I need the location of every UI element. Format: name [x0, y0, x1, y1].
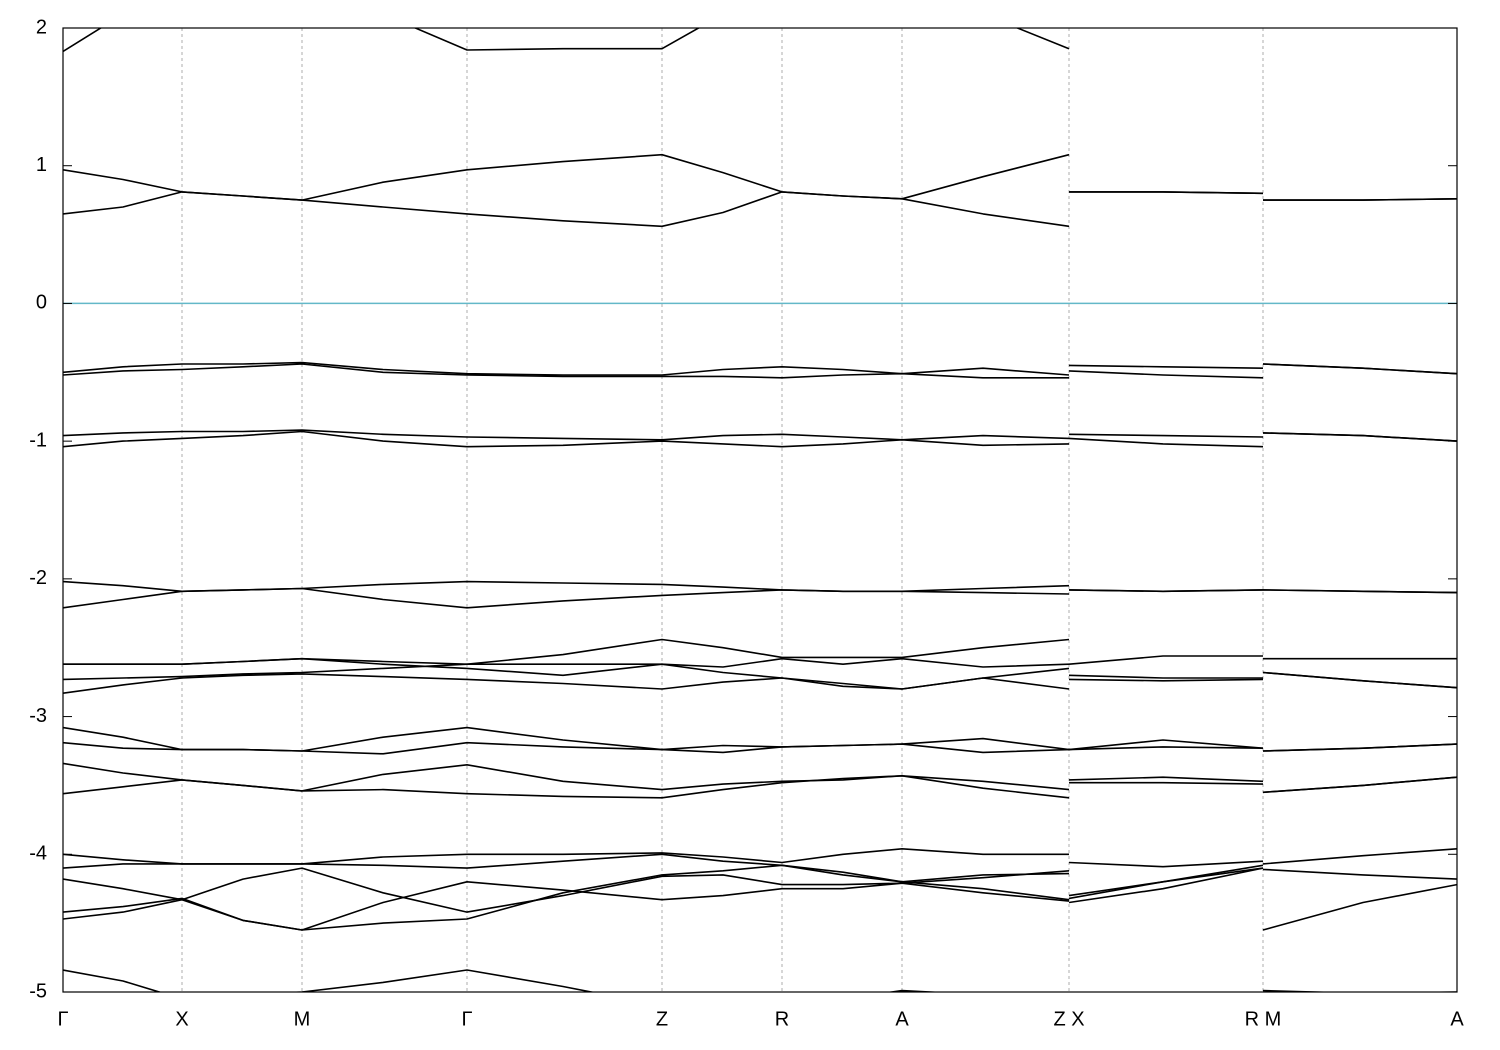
x-tick-label: R M [1245, 1008, 1282, 1030]
band-line [63, 657, 1457, 689]
band-line [63, 867, 1264, 931]
y-tick-label: -2 [29, 567, 47, 589]
band-line [63, 430, 1457, 448]
band-line [63, 775, 1457, 799]
x-tick-label: Z X [1053, 1008, 1084, 1030]
x-tick-label: Γ [57, 1008, 68, 1030]
band-line [63, 587, 1457, 609]
band-line [63, 741, 1457, 755]
x-tick-label: Z [656, 1008, 668, 1030]
band-line [63, 657, 1070, 690]
band-line [63, 864, 1457, 931]
band-line [63, 969, 1457, 992]
band-line [63, 28, 1070, 53]
band-line [63, 363, 1457, 379]
y-tick-label: -4 [29, 843, 47, 865]
band-line [63, 864, 1070, 931]
y-tick-label: -5 [29, 980, 47, 1002]
x-tick-label: M [294, 1008, 311, 1030]
plot-frame [62, 27, 1458, 993]
band-line [63, 667, 1457, 694]
band-line [63, 361, 1457, 376]
y-tick-label: 0 [36, 292, 47, 314]
x-tick-label: Γ [461, 1008, 472, 1030]
y-tick-label: -3 [29, 705, 47, 727]
x-tick-label: A [1450, 1008, 1464, 1030]
band-line [63, 429, 1457, 442]
grid [62, 28, 1458, 992]
x-tick-label: A [895, 1008, 909, 1030]
axes: 2 1 0 -1 -2 -3 -4 -5 Γ X M Γ Z R A Z X R M A [29, 16, 1464, 1030]
plot-area [63, 28, 1457, 992]
y-tick-label: -1 [29, 429, 47, 451]
band-line [63, 191, 1457, 228]
x-tick-label: R [775, 1008, 789, 1030]
y-tick-label: 2 [36, 16, 47, 38]
y-tick-label: 1 [36, 154, 47, 176]
x-tick-label: X [175, 1008, 188, 1030]
